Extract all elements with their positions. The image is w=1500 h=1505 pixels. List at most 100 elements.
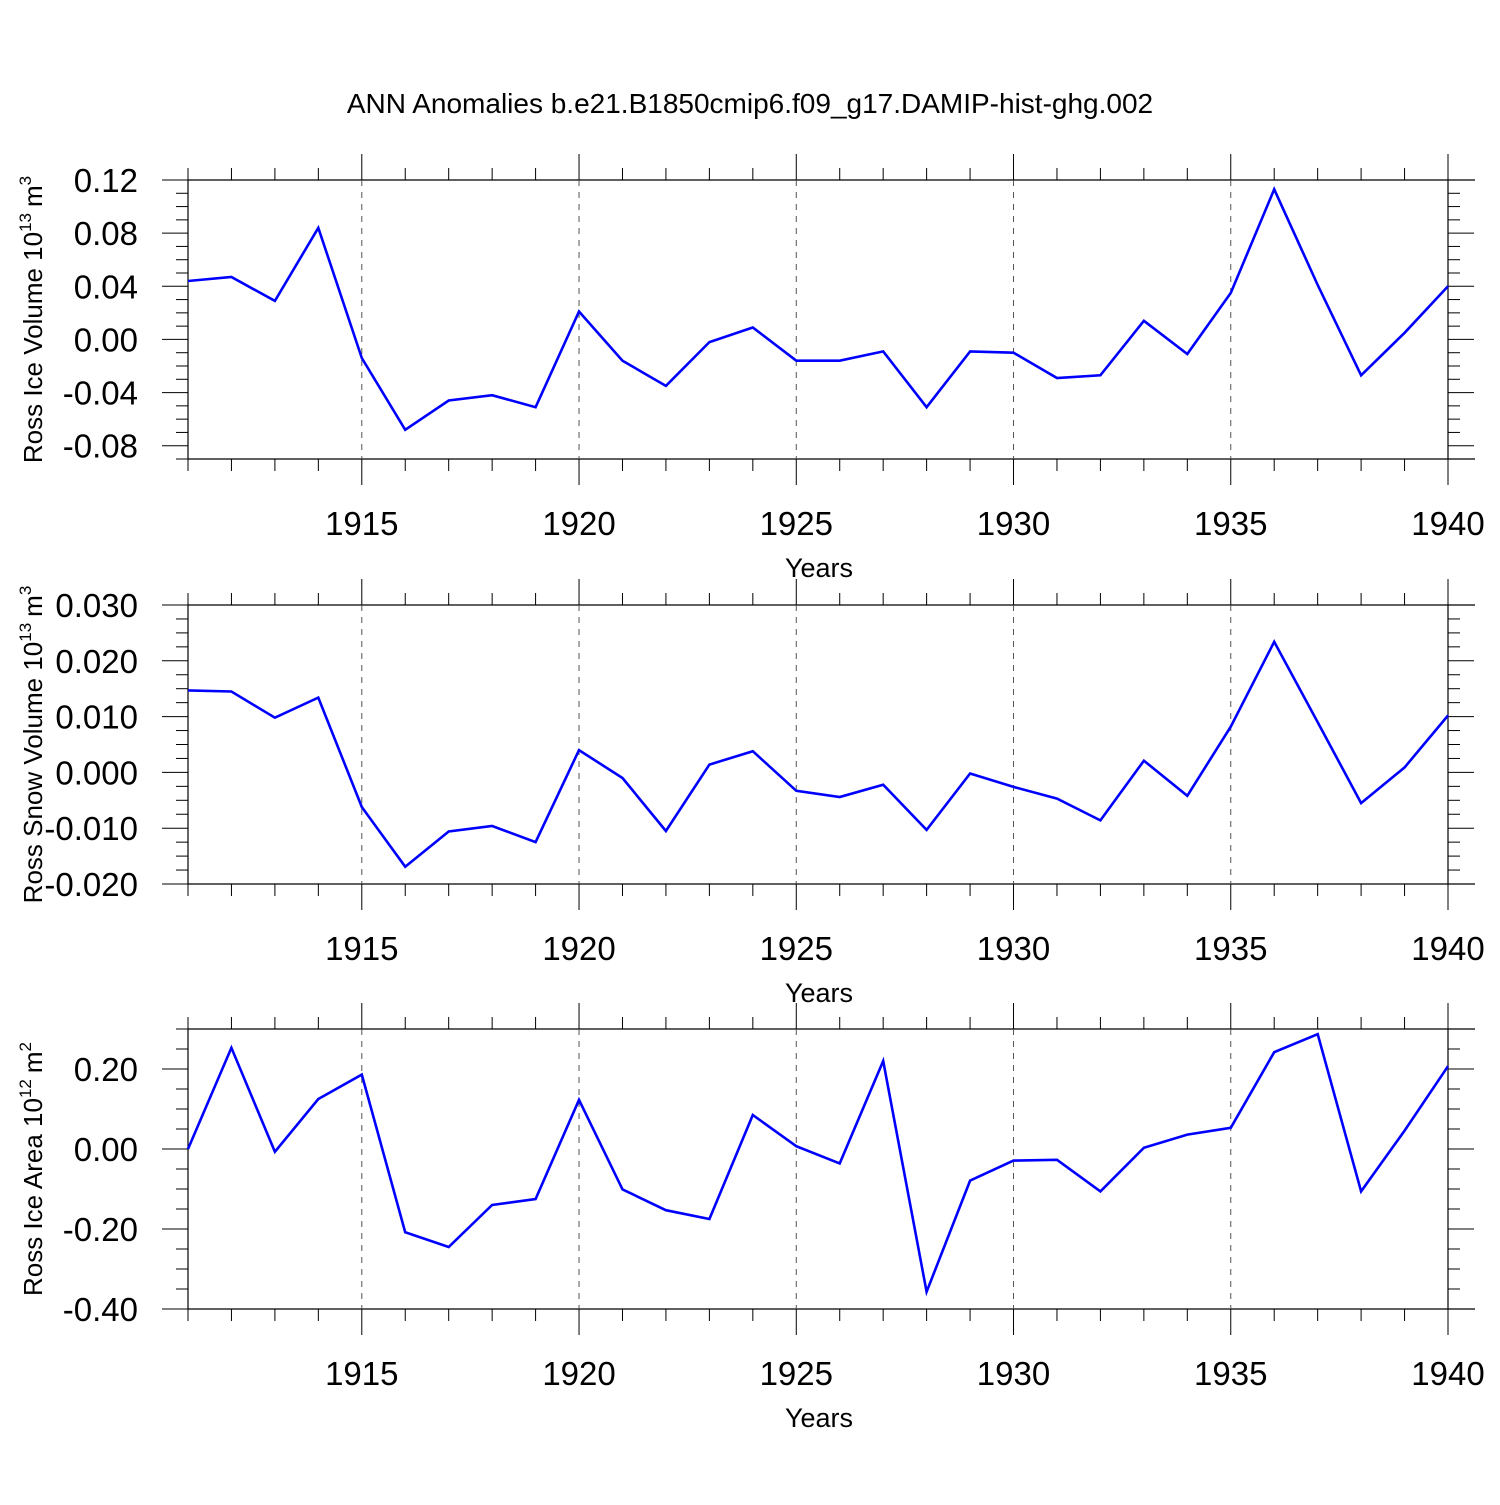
data-point — [1359, 801, 1363, 805]
figure-title: ANN Anomalies b.e21.B1850cmip6.f09_g17.D… — [346, 88, 1154, 119]
x-tick-label: 1925 — [760, 930, 833, 967]
data-point — [1185, 1133, 1189, 1137]
x-tick-label: 1925 — [760, 1355, 833, 1392]
y-tick-label: 0.000 — [55, 754, 138, 791]
data-point — [490, 393, 494, 397]
y-axis-label-exponent: 13 — [16, 213, 35, 232]
data-point — [1316, 1032, 1320, 1036]
data-point — [1142, 319, 1146, 323]
data-point — [968, 1179, 972, 1183]
data-point — [186, 688, 190, 692]
y-axis-label-unit-exponent: 3 — [16, 586, 35, 595]
data-point — [1055, 797, 1059, 801]
data-point — [490, 824, 494, 828]
x-tick-label: 1935 — [1194, 930, 1267, 967]
panel-2: 1915 1920 1925 1930 1935 1940 Years 0.030 0.020 0… — [16, 579, 1485, 1008]
x-tick-label: 1925 — [760, 505, 833, 542]
data-point — [1359, 1189, 1363, 1193]
data-point — [1316, 720, 1320, 724]
data-point — [838, 795, 842, 799]
y-tick-label: 0.010 — [55, 699, 138, 736]
data-point — [794, 1144, 798, 1148]
data-point — [360, 356, 364, 360]
y-tick-label: 0.04 — [74, 268, 138, 305]
data-point — [1229, 725, 1233, 729]
data-point — [316, 1097, 320, 1101]
data-point — [577, 1098, 581, 1102]
data-point — [1185, 352, 1189, 356]
data-point — [620, 1187, 624, 1191]
data-point — [360, 1073, 364, 1077]
data-point — [1272, 187, 1276, 191]
data-point — [273, 1150, 277, 1154]
data-point — [620, 359, 624, 363]
y-tick-label: 0.08 — [74, 215, 138, 252]
y-tick-label: 0.00 — [74, 1131, 138, 1168]
data-point — [403, 1230, 407, 1234]
series-line — [186, 1032, 1450, 1297]
y-axis-label-unit-exponent: 2 — [16, 1042, 35, 1051]
data-point — [1055, 376, 1059, 380]
x-tick-label: 1930 — [977, 1355, 1050, 1392]
y-axis-label: Ross Ice Area 1012 m2 — [16, 1042, 48, 1296]
data-point — [881, 349, 885, 353]
data-point — [968, 772, 972, 776]
data-point — [447, 399, 451, 403]
data-point — [490, 1203, 494, 1207]
x-tick-label: 1915 — [325, 1355, 398, 1392]
data-point — [1012, 785, 1016, 789]
y-tick-label: 0.030 — [55, 587, 138, 624]
y-tick-label: -0.020 — [44, 866, 138, 903]
data-point — [1055, 1158, 1059, 1162]
data-point — [707, 340, 711, 344]
data-point — [881, 1059, 885, 1063]
data-point — [1229, 1126, 1233, 1130]
data-point — [881, 783, 885, 787]
data-point — [229, 275, 233, 279]
data-point — [838, 359, 842, 363]
data-point — [707, 1217, 711, 1221]
x-tick-label: 1915 — [325, 505, 398, 542]
data-point — [1185, 794, 1189, 798]
data-point — [751, 325, 755, 329]
data-point — [273, 299, 277, 303]
panel-3: 1915 1920 1925 1930 1935 1940 Years 0.20 0.00 -0.… — [16, 1003, 1485, 1433]
data-point — [664, 829, 668, 833]
data-point — [316, 226, 320, 230]
data-point — [534, 840, 538, 844]
data-point — [1446, 284, 1450, 288]
data-point — [1142, 759, 1146, 763]
data-point — [838, 1161, 842, 1165]
x-tick-label: 1940 — [1411, 505, 1484, 542]
y-tick-label: 0.00 — [74, 321, 138, 358]
x-tick-label: 1920 — [542, 1355, 615, 1392]
y-axis-label-unit: m — [18, 595, 48, 617]
y-axis-label-exponent: 13 — [16, 623, 35, 642]
data-point — [751, 749, 755, 753]
y-tick-label: 0.020 — [55, 643, 138, 680]
y-axis-label: Ross Ice Volume 1013 m3 — [16, 176, 48, 463]
x-axis-label: Years — [785, 978, 853, 1008]
data-point — [794, 359, 798, 363]
data-point — [360, 805, 364, 809]
y-tick-label: -0.40 — [63, 1291, 138, 1328]
data-point — [1403, 765, 1407, 769]
data-point — [1446, 713, 1450, 717]
data-point — [664, 1208, 668, 1212]
y-axis-label-unit-exponent: 3 — [16, 176, 35, 185]
data-point — [664, 384, 668, 388]
data-point — [1403, 331, 1407, 335]
data-point — [534, 1197, 538, 1201]
y-axis-label-text: Ross Ice Area 10 — [18, 1098, 48, 1296]
data-point — [577, 748, 581, 752]
data-point — [1098, 373, 1102, 377]
series-line — [187, 639, 1449, 869]
y-tick-label: -0.04 — [63, 375, 138, 412]
data-point — [751, 1113, 755, 1117]
y-tick-label: -0.010 — [44, 810, 138, 847]
data-point — [1012, 351, 1016, 355]
data-point — [229, 1046, 233, 1050]
series-line — [187, 186, 1449, 432]
y-tick-label: 0.12 — [74, 162, 138, 199]
